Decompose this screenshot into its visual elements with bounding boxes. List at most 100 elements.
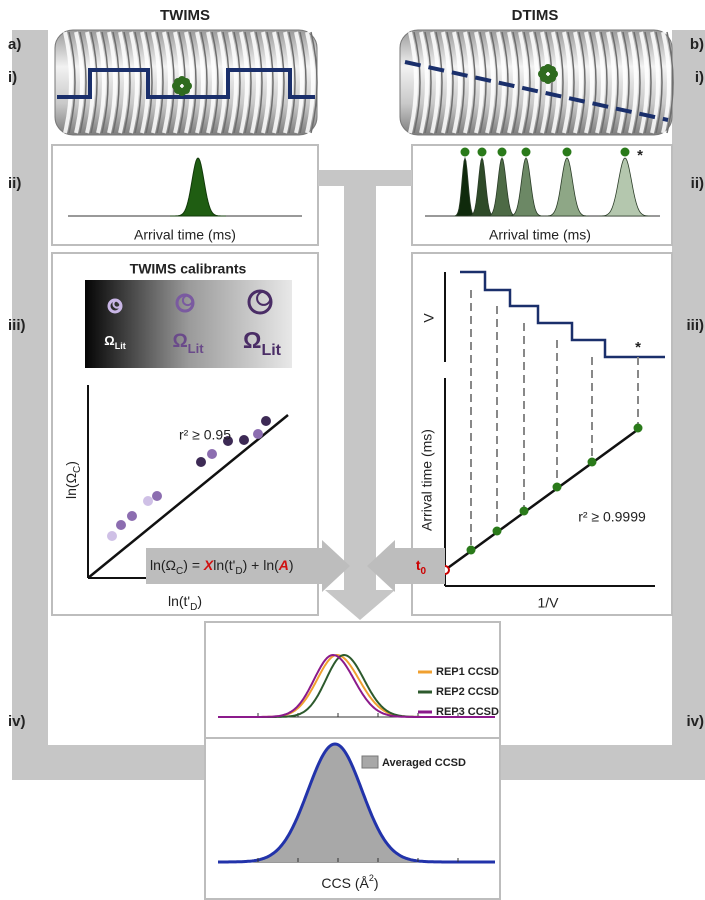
axis-label: ln(ΩC) <box>63 461 83 499</box>
ring-shadow <box>644 31 652 134</box>
ion <box>548 74 556 82</box>
ring <box>562 31 572 134</box>
axis-label-part: D <box>190 602 197 613</box>
ring-shadow <box>556 31 564 134</box>
ring <box>184 31 194 134</box>
ring-shadow <box>244 31 252 134</box>
ion <box>540 74 548 82</box>
marker: * <box>635 339 641 356</box>
equation-part: D <box>235 566 242 577</box>
ring-shadow <box>424 31 432 134</box>
step-label: iii) <box>8 317 26 334</box>
ring-shadow <box>277 31 285 134</box>
legend-label: REP1 CCSD <box>436 666 499 678</box>
ring <box>85 31 95 134</box>
fit-label: r² ≥ 0.95 <box>179 427 231 443</box>
ring-shadow <box>266 31 274 134</box>
t0-label-part: t <box>416 557 421 573</box>
ion <box>182 86 190 94</box>
step-label: ii) <box>691 175 704 192</box>
panel-label: a) <box>8 36 21 53</box>
equation-part: A <box>278 557 289 573</box>
peak-marker <box>460 147 470 157</box>
ring-shadow <box>156 31 164 134</box>
fit-line <box>87 414 289 579</box>
calibrant-label: ΩLit <box>104 333 125 351</box>
t0-label-part: 0 <box>421 566 427 577</box>
ring <box>294 31 304 134</box>
t0-arrow <box>367 540 445 592</box>
equation: ln(ΩC) = Xln(t'D) + ln(A) <box>150 557 294 577</box>
legend-label: REP2 CCSD <box>436 686 499 698</box>
ring <box>74 31 84 134</box>
axis-label-part: CCS (Å <box>321 875 369 891</box>
ring <box>206 31 216 134</box>
ring <box>118 31 128 134</box>
ring <box>151 31 161 134</box>
ring-shadow <box>512 31 520 134</box>
calibrant <box>181 294 194 307</box>
t0-label: t0 <box>416 557 427 577</box>
ring-shadow <box>589 31 597 134</box>
connector <box>318 170 412 620</box>
traveling-wave <box>57 68 315 99</box>
ring-shadow <box>123 31 131 134</box>
ring-shadow <box>490 31 498 134</box>
peak-marker <box>521 147 531 157</box>
axis-label-part: ln(Ω <box>63 473 79 499</box>
ring <box>96 31 106 134</box>
ring-shadow <box>479 31 487 134</box>
ring <box>551 31 561 134</box>
voltage-steps <box>460 270 665 359</box>
ring <box>195 31 205 134</box>
peak-marker <box>620 147 630 157</box>
ring <box>217 31 227 134</box>
ion <box>548 66 556 74</box>
ring-shadow <box>611 31 619 134</box>
ring <box>239 31 249 134</box>
ring-shadow <box>446 31 454 134</box>
ring-shadow <box>79 31 87 134</box>
axis-label: Arrival time (ms) <box>134 227 236 243</box>
fit-line <box>444 426 641 572</box>
calibrant-label-part: Ω <box>243 327 261 353</box>
panel-label: b) <box>690 36 704 53</box>
calibrant-point <box>223 436 233 446</box>
frame-left <box>12 30 48 780</box>
calibrant-point <box>196 457 206 467</box>
ring-shadow <box>435 31 443 134</box>
ring-shadow <box>666 31 674 134</box>
ring-shadow <box>545 31 553 134</box>
averaged-fill <box>218 744 495 862</box>
data-point <box>466 545 476 555</box>
calibrant-point <box>116 520 126 530</box>
calibrant-label: ΩLit <box>243 327 282 359</box>
ring <box>228 31 238 134</box>
calibrant-point <box>253 429 263 439</box>
panel <box>411 252 673 616</box>
ring <box>650 31 660 134</box>
peak <box>545 157 589 217</box>
ring <box>639 31 649 134</box>
ring <box>261 31 271 134</box>
ring <box>441 31 451 134</box>
ring <box>518 31 528 134</box>
ring <box>107 31 117 134</box>
data-point <box>492 526 502 536</box>
ion <box>182 78 190 86</box>
calibrant-label-part: Ω <box>172 331 187 352</box>
ring-shadow <box>134 31 142 134</box>
calibrant-label-part: Lit <box>188 341 205 356</box>
frame-right <box>672 30 705 780</box>
ring-shadow <box>578 31 586 134</box>
axis-label: ln(t'D) <box>168 593 202 613</box>
equation-part: ln(t' <box>213 557 235 573</box>
ring-shadow <box>233 31 241 134</box>
ring <box>606 31 616 134</box>
peak-marker <box>497 147 507 157</box>
ring <box>507 31 517 134</box>
axis-label: 1/V <box>537 595 559 611</box>
calibrant-point <box>143 496 153 506</box>
